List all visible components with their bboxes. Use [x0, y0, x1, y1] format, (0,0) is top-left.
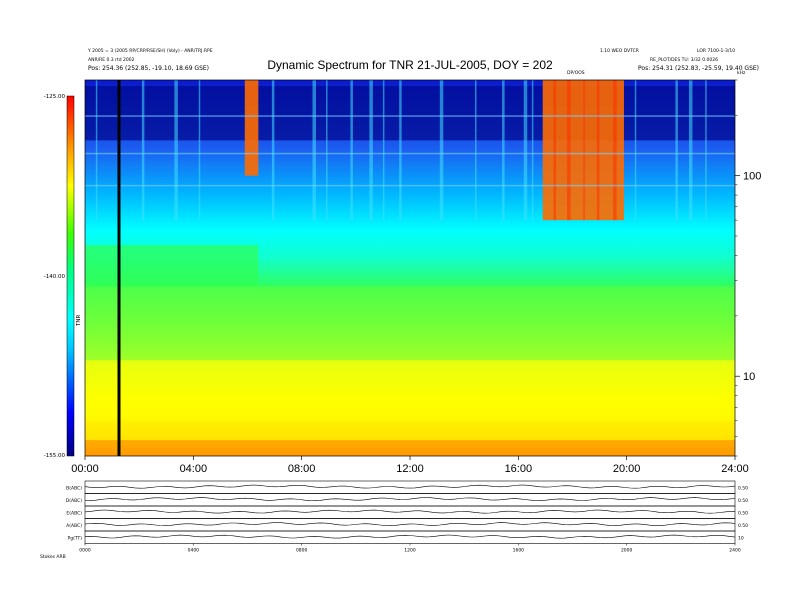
colorbar [66, 95, 75, 457]
low-freq-strip [85, 440, 735, 456]
streak [583, 80, 585, 221]
streak [141, 80, 145, 221]
bottom-panel-right-label: 0.50 [738, 498, 748, 504]
bottom-x-tick-label: 0400 [188, 548, 200, 554]
bottom-panel [84, 518, 736, 532]
streak [634, 80, 637, 221]
bottom-panel-label: A(ABC) [66, 523, 82, 529]
bottom-panel-trace [84, 497, 736, 502]
x-tick-label: 16:00 [505, 463, 533, 475]
streak [596, 80, 600, 221]
streak [312, 80, 316, 221]
streak [705, 80, 707, 221]
bottom-x-tick-label: 1200 [404, 548, 416, 554]
bottom-panel-trace [84, 509, 735, 514]
header-right-top-2: LOR 7100-1-3/10 [697, 48, 735, 54]
header-left-line-2: ANR/RE 0.3 rtd 2002 [88, 57, 135, 63]
bottom-panel-right-label: 0.50 [738, 510, 748, 516]
x-tick-label: 24:00 [721, 463, 749, 475]
header-left-line-1: Y 2005 = 3 (2005 RP/CRP/RSE/SH) (Voly) -… [87, 48, 213, 54]
bottom-panel-right-label: 10 [738, 535, 744, 541]
emission-feature [244, 80, 259, 176]
streak [95, 80, 98, 221]
bottom-x-tick-label: 0800 [296, 548, 308, 554]
streak [553, 80, 557, 221]
streak [439, 80, 444, 221]
streak [198, 80, 201, 221]
header-left-line-3: Pos: 254.36 (252.85, -19.10, 18.69 GSE) [88, 65, 209, 72]
y-tick-label: 10 [743, 371, 755, 383]
horizontal-line [85, 115, 735, 117]
streak [613, 80, 617, 221]
bottom-panel-trace [84, 484, 736, 489]
streak [382, 80, 385, 221]
x-tick-label: 08:00 [288, 463, 316, 475]
colorbar-title: TNR [76, 315, 82, 327]
streak [326, 80, 328, 221]
colorbar-label-bottom: -155.00 [44, 453, 66, 459]
yellow-band [85, 360, 735, 421]
streak [475, 80, 477, 221]
bottom-panel [84, 493, 736, 507]
bottom-x-tick-label: 0000 [79, 548, 91, 554]
spectrogram [85, 80, 735, 456]
header-right-line-2: Pos: 254.31 (252.83, -25.59, 19.40 GSE) [638, 65, 759, 72]
x-tick-label: 12:00 [396, 463, 424, 475]
bottom-panel-label: D(ABC) [66, 498, 82, 504]
header-right-top-1: 1.10 WEO DVTCR [600, 48, 639, 54]
x-tick-label: 20:00 [613, 463, 641, 475]
bottom-x-tick-label: 1600 [513, 548, 525, 554]
bottom-panel-label: Pg(TT) [68, 535, 83, 541]
bottom-panel-right-label: 0.50 [738, 523, 748, 529]
streak [399, 80, 402, 221]
colorbar-label-mid: -140.00 [44, 274, 66, 280]
right-marker-label: DP/OOS [567, 70, 585, 76]
horizontal-line [85, 152, 735, 155]
streak [675, 80, 678, 221]
black-marker-line [117, 80, 121, 456]
bottom-panel-trace [84, 534, 736, 539]
horizontal-line [85, 184, 735, 187]
streak [174, 80, 178, 221]
green-band [85, 286, 735, 361]
streak [523, 80, 528, 221]
bottom-x-tick-label: 2000 [621, 548, 633, 554]
green-band [85, 245, 259, 287]
streak [350, 80, 353, 221]
bottom-panel-right-label: 0.50 [738, 485, 748, 491]
streak [369, 80, 373, 221]
streak [567, 80, 571, 221]
bottom-panel-label: E(ABC) [66, 510, 82, 516]
x-tick-label: 04:00 [180, 463, 208, 475]
streak [271, 80, 275, 221]
right-unit-label: kHz [737, 70, 746, 76]
chart-title: Dynamic Spectrum for TNR 21-JUL-2005, DO… [267, 58, 553, 72]
colorbar-label-top: -125.00 [44, 94, 66, 100]
bottom-panel [84, 480, 736, 494]
streak [688, 80, 693, 221]
bottom-panel [84, 530, 736, 544]
header-right-line-1: RE_PLOT/DES TU: 3/32 0.0026 [650, 57, 718, 63]
streak [531, 80, 534, 221]
bottom-panel [84, 505, 736, 519]
y-tick-label: 100 [743, 171, 761, 183]
dark-band [85, 86, 735, 141]
bottom-left-note: Stokes ARB [40, 554, 66, 560]
bottom-panel-trace [84, 522, 736, 527]
streak [502, 80, 505, 221]
bottom-x-tick-label: 2400 [729, 548, 741, 554]
bottom-panel-label: B(ABC) [66, 485, 82, 491]
x-tick-label: 00:00 [71, 463, 99, 475]
